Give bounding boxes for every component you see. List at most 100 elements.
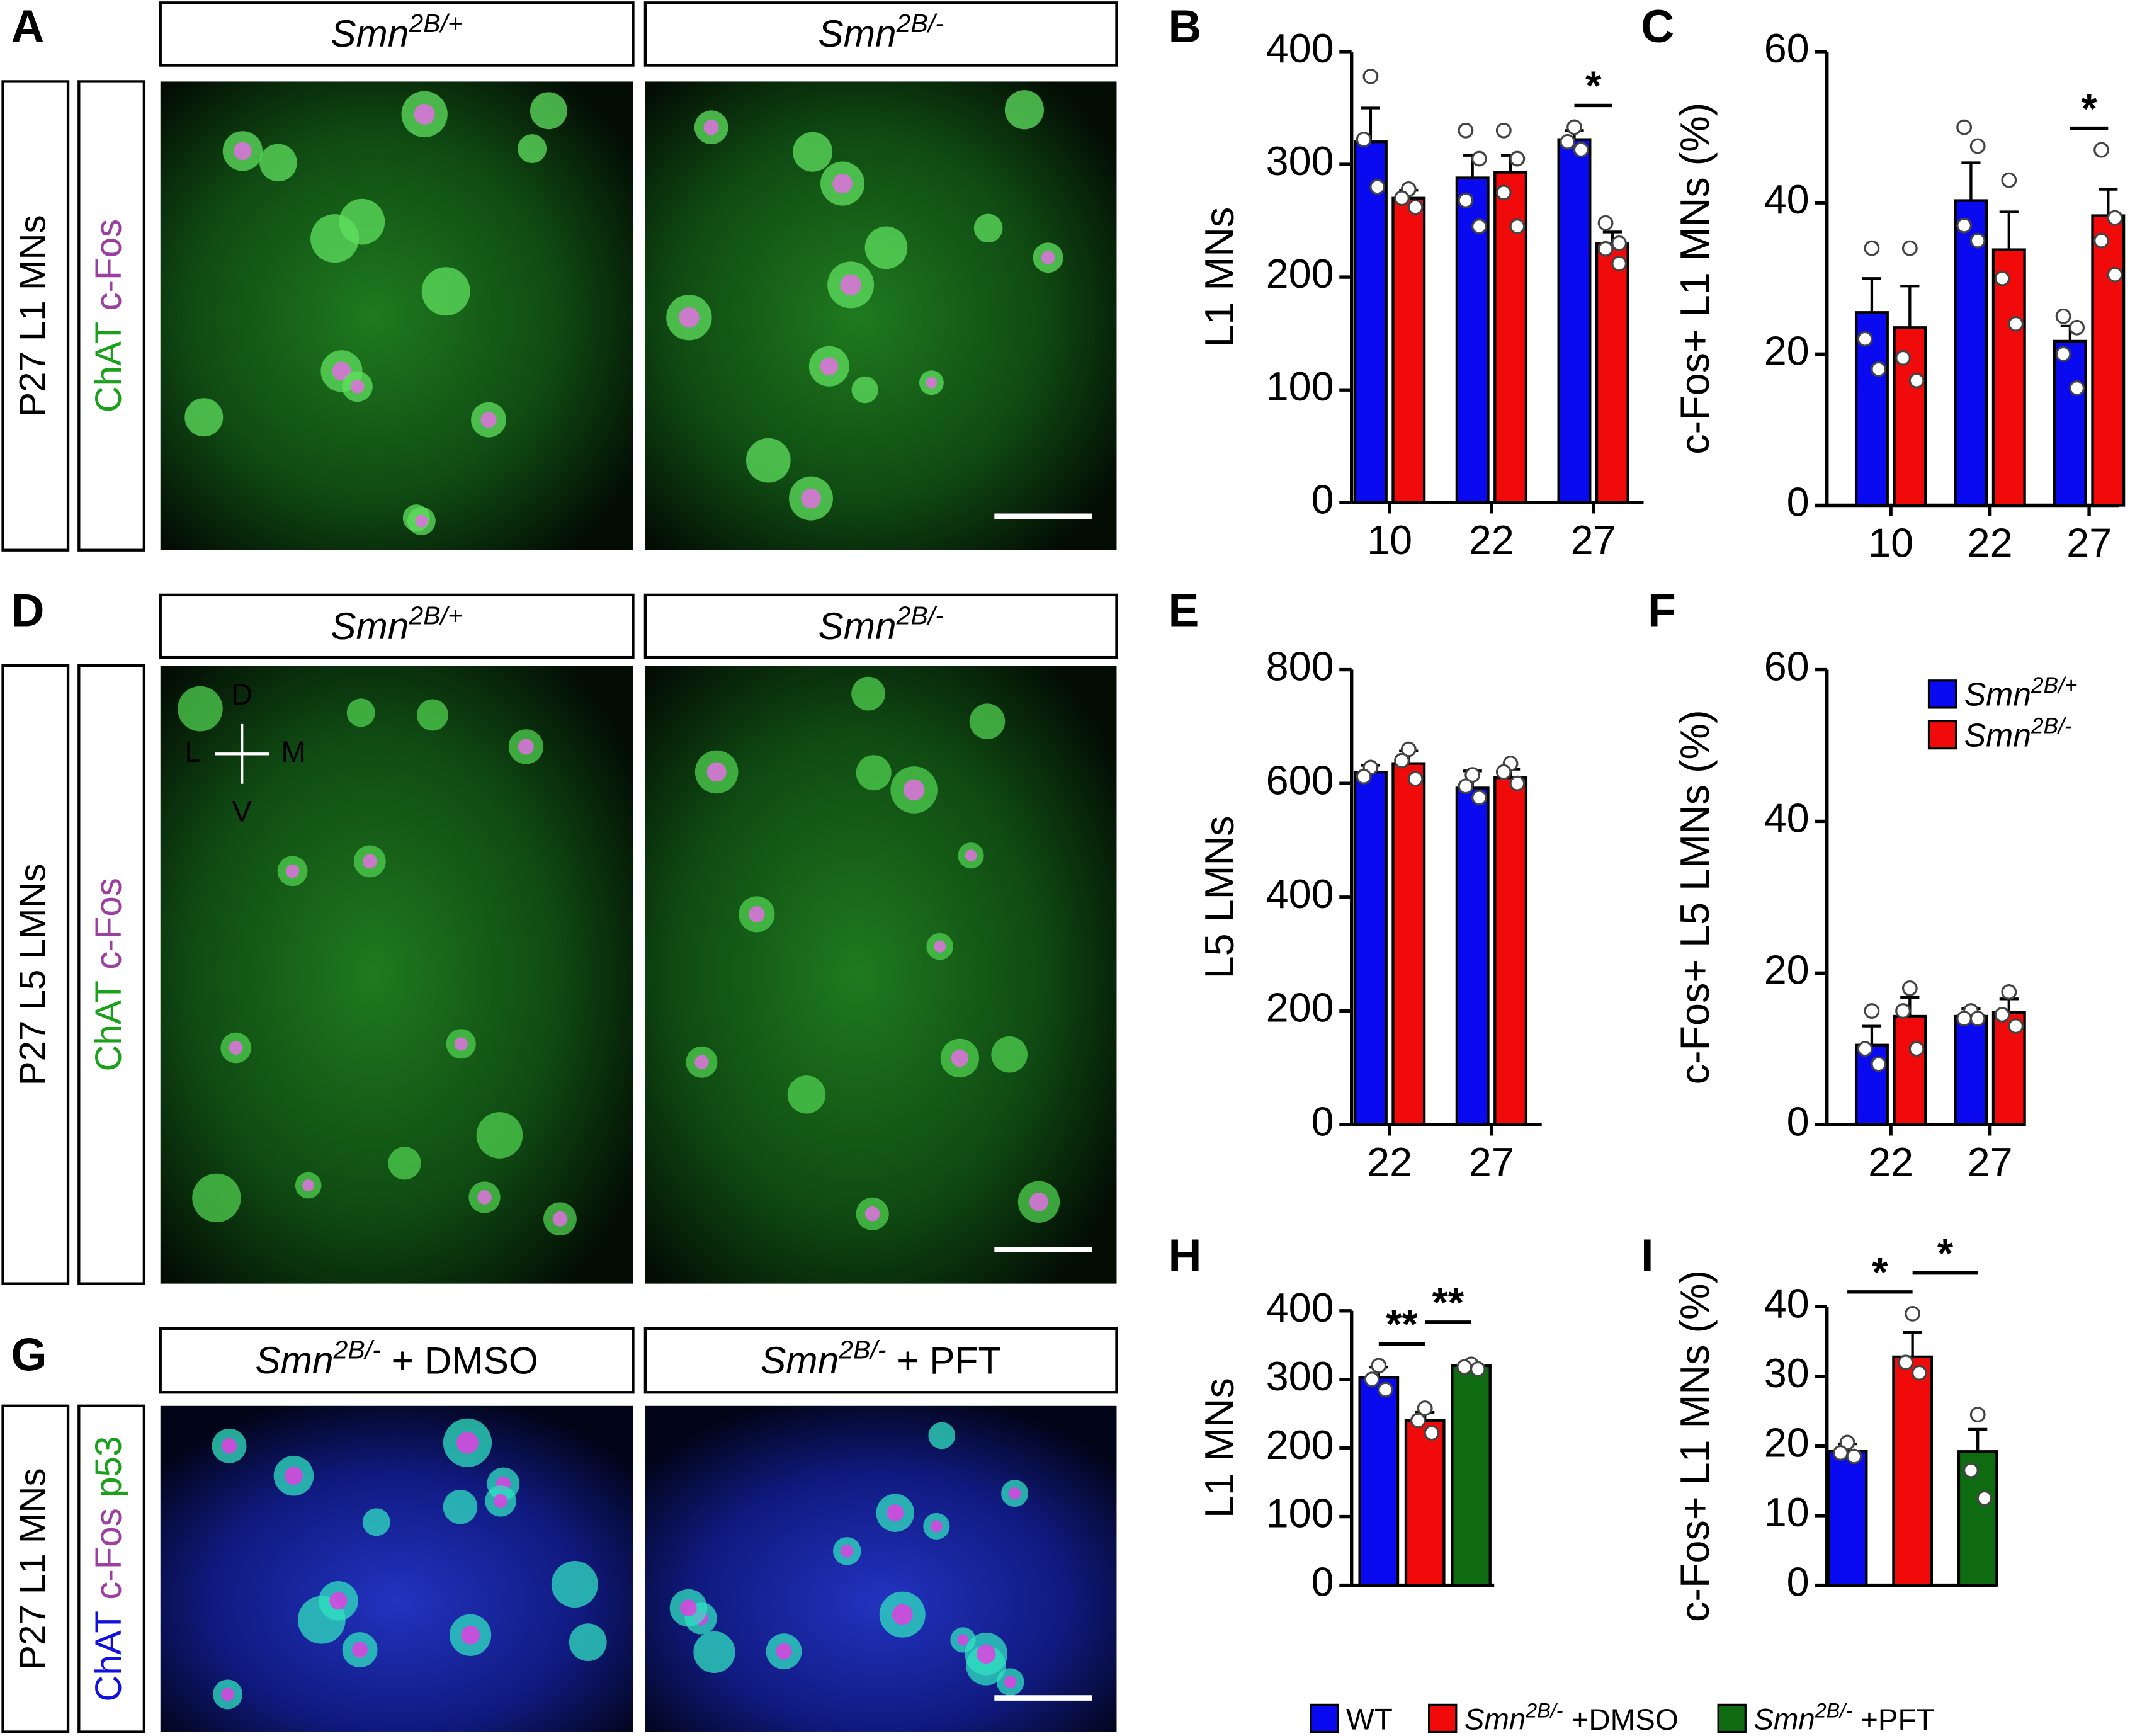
significance-label: * — [1585, 63, 1602, 109]
bar — [1391, 196, 1426, 504]
bar — [1892, 1355, 1933, 1587]
nucleus — [1041, 251, 1055, 265]
y-axis-label: c-Fos+ L1 MNs (%) — [1672, 103, 1718, 455]
column-header: Smn2B/- + PFT — [761, 1335, 1001, 1381]
cell-body — [569, 1623, 607, 1662]
data-point — [1369, 179, 1386, 195]
row-label: P27 L5 LMNs — [13, 863, 54, 1086]
cell-body — [969, 703, 1006, 740]
nucleus — [493, 1494, 508, 1508]
data-point — [1871, 1056, 1887, 1072]
cell-body — [421, 267, 470, 316]
panel-letter: I — [1641, 1230, 1653, 1281]
data-point — [1364, 1371, 1380, 1388]
data-point — [1566, 119, 1582, 135]
nucleus — [454, 1037, 468, 1051]
y-axis-label: L1 MNs — [1196, 207, 1242, 348]
nucleus — [329, 1592, 348, 1610]
nucleus — [832, 173, 853, 194]
data-point — [1912, 1364, 1927, 1381]
stain-name: c-Fos — [88, 219, 129, 311]
y-tick-label: 0 — [1311, 1098, 1334, 1144]
y-tick-label: 400 — [1266, 1285, 1334, 1330]
legend-swatch — [1717, 1703, 1747, 1733]
nucleus — [285, 1467, 303, 1485]
y-tick-label: 0 — [1787, 1098, 1810, 1144]
legend-label-text: WT — [1346, 1703, 1393, 1736]
data-point — [2001, 172, 2017, 188]
bar — [1854, 1043, 1889, 1126]
y-tick-label: 60 — [1764, 644, 1810, 689]
data-point — [1597, 241, 1614, 257]
y-tick-label: 20 — [1764, 1420, 1810, 1466]
data-point — [2069, 380, 2085, 396]
legend-label: WT — [1346, 1703, 1393, 1736]
stain-name: c-Fos — [88, 1508, 129, 1600]
data-point — [1495, 764, 1512, 780]
data-point — [2069, 319, 2085, 336]
cell-body — [259, 144, 297, 182]
nucleus — [864, 1206, 880, 1222]
nucleus — [477, 1190, 492, 1205]
stain-label-box — [77, 664, 146, 1285]
data-point — [1471, 150, 1487, 167]
column-header-sup: 2B/- — [838, 1335, 886, 1364]
y-tick-label: 20 — [1764, 946, 1810, 992]
data-point — [1857, 1041, 1873, 1057]
stain-name: ChAT — [88, 980, 129, 1072]
nucleus — [965, 849, 977, 862]
data-point — [1976, 1490, 1993, 1506]
significance-label: ** — [1432, 1279, 1464, 1325]
y-tick-label: 0 — [1311, 476, 1334, 522]
row-label: P27 L1 MNs — [13, 215, 54, 416]
data-point — [1857, 331, 1873, 347]
nucleus — [934, 940, 946, 953]
y-tick-label: 600 — [1266, 757, 1334, 803]
legend-label: Smn2B/- +DMSO — [1464, 1699, 1679, 1736]
row-label: P27 L1 MNs — [13, 1468, 54, 1669]
cell-body — [991, 1036, 1028, 1073]
nucleus — [1008, 1487, 1021, 1500]
legend-label: Smn2B/- +PFT — [1753, 1699, 1934, 1736]
nucleus — [461, 1625, 480, 1645]
data-point — [1407, 771, 1424, 787]
data-point — [1410, 1412, 1426, 1429]
bar — [1353, 770, 1388, 1126]
nucleus — [930, 1520, 943, 1533]
legend-label-after: +DMSO — [1563, 1703, 1679, 1736]
data-point — [1356, 132, 1372, 148]
cell-body — [787, 1075, 826, 1114]
stain-label-box — [77, 1404, 146, 1733]
data-point — [1905, 1305, 1921, 1322]
micrograph — [160, 666, 633, 1284]
column-header: Smn2B/+ — [331, 9, 463, 55]
column-header-text: Smn — [331, 604, 409, 647]
significance-label: * — [1872, 1249, 1888, 1295]
y-tick-label: 100 — [1266, 1490, 1334, 1536]
compass-label: L — [184, 735, 201, 769]
data-point — [2055, 308, 2071, 324]
cell-body — [973, 213, 1003, 243]
data-point — [1956, 1011, 1973, 1027]
nucleus — [926, 377, 938, 389]
y-tick-label: 400 — [1266, 871, 1334, 917]
data-point — [1356, 768, 1372, 785]
data-point — [1871, 361, 1887, 377]
panel-letter: H — [1168, 1230, 1201, 1281]
x-tick-label: 27 — [2066, 519, 2112, 565]
data-point — [1560, 133, 1576, 150]
y-tick-label: 0 — [1787, 1559, 1810, 1605]
column-header: Smn2B/- — [818, 9, 944, 55]
panel-letter: B — [1168, 1, 1201, 52]
column-header-text: Smn — [818, 12, 896, 55]
stain-label: ChAT c-Fos p53 — [88, 1436, 129, 1702]
y-tick-label: 40 — [1764, 795, 1810, 841]
cell-body — [856, 755, 892, 791]
nucleus — [221, 1688, 235, 1701]
data-point — [1458, 778, 1474, 795]
stain-label: ChAT c-Fos — [88, 878, 129, 1071]
nucleus — [749, 906, 765, 922]
header-box — [643, 593, 1118, 659]
data-point — [1969, 138, 1986, 154]
cell-body — [518, 134, 547, 164]
